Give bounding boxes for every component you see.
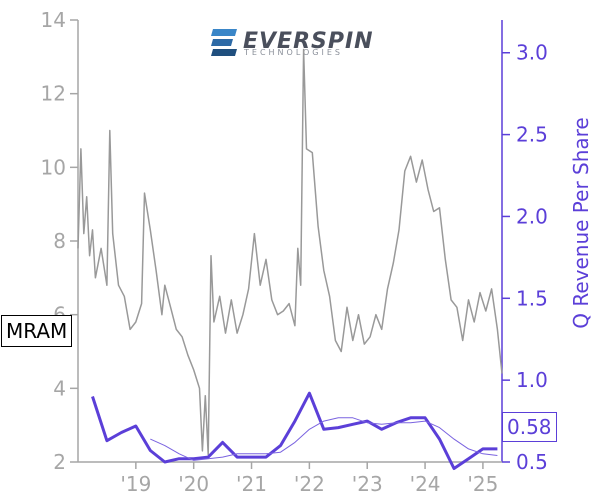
right-axis-label: Q Revenue Per Share [569, 117, 593, 329]
left-tick-label-4: 10 [41, 155, 66, 179]
right-tick-label-0: 0.5 [516, 450, 548, 474]
left-tick-label-1: 4 [53, 376, 66, 400]
left-axis-ticks: 2468101214 [41, 8, 78, 474]
series-line-q_revenue_per_share [91, 391, 498, 470]
right-tick-label-5: 3.0 [516, 41, 548, 65]
last-value-label: 0.58 [502, 412, 557, 442]
logo: EVERSPIN TECHNOLOGIES [211, 29, 374, 57]
logo-subtitle: TECHNOLOGIES [243, 48, 343, 57]
left-tick-label-6: 14 [41, 8, 66, 32]
left-tick-label-0: 2 [53, 450, 66, 474]
series-line-q_revenue_per_share_trend [150, 417, 498, 461]
right-tick-label-4: 2.5 [516, 123, 548, 147]
everspin-logo-icon [211, 29, 237, 56]
left-tick-label-3: 8 [53, 229, 66, 253]
x-axis-ticks: '19 '20 '21 '22 '23 '24 '25 [120, 462, 498, 496]
series-layer [77, 48, 503, 470]
x-tick-label-5: '24 [410, 472, 441, 496]
x-tick-label-4: '23 [352, 472, 383, 496]
right-tick-label-3: 2.0 [516, 204, 548, 228]
series-line-price [77, 48, 503, 456]
right-tick-label-2: 1.5 [516, 286, 548, 310]
left-tick-label-5: 12 [41, 82, 66, 106]
right-tick-label-1: 1.0 [516, 368, 548, 392]
x-tick-label-6: '25 [467, 472, 498, 496]
x-tick-label-0: '19 [120, 472, 151, 496]
ticker-label: MRAM [1, 315, 73, 347]
x-tick-label-1: '20 [178, 472, 209, 496]
right-axis-ticks: 0.5 1.0 1.5 2.0 2.5 3.0 [502, 41, 548, 474]
x-tick-label-2: '21 [236, 472, 267, 496]
logo-wordmark: EVERSPIN [243, 29, 374, 54]
x-tick-label-3: '22 [294, 472, 325, 496]
